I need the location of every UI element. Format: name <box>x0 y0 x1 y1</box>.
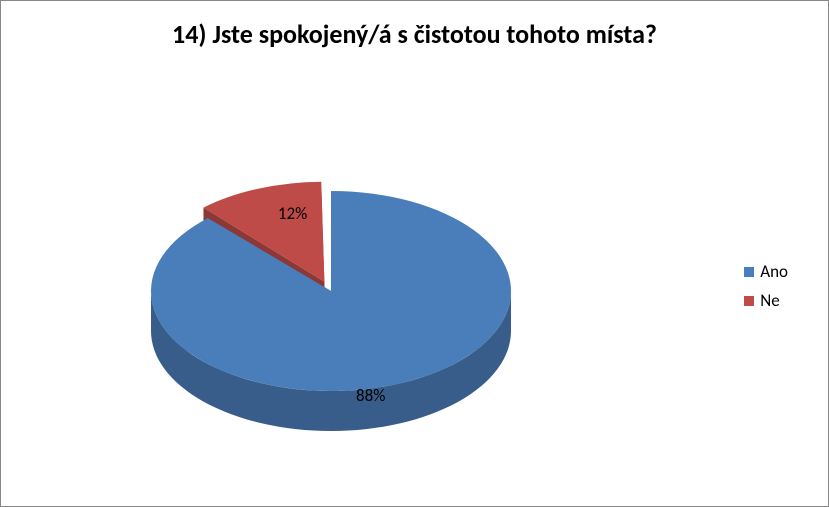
pie-chart: 88% 12% <box>131 151 531 451</box>
chart-container: 14) Jste spokojený/á s čistotou tohoto m… <box>0 0 829 507</box>
legend-item-ano: Ano <box>744 261 788 282</box>
legend-label-ne: Ne <box>760 290 779 311</box>
legend-swatch-ne <box>744 296 754 306</box>
legend-item-ne: Ne <box>744 290 788 311</box>
data-label-ano: 88% <box>356 385 385 406</box>
chart-body: 88% 12% Ano Ne <box>1 121 828 481</box>
legend-label-ano: Ano <box>760 261 788 282</box>
chart-title-text: 14) Jste spokojený/á s čistotou tohoto m… <box>172 18 657 50</box>
legend-swatch-ano <box>744 267 754 277</box>
data-label-ne: 12% <box>278 203 307 224</box>
chart-title: 14) Jste spokojený/á s čistotou tohoto m… <box>1 1 828 50</box>
legend: Ano Ne <box>744 261 788 319</box>
